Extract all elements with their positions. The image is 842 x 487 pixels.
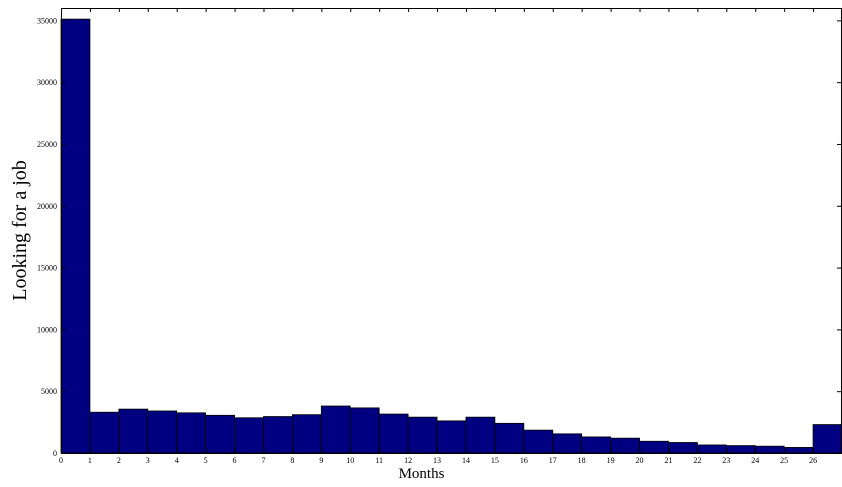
x-tick-label-0: 0 bbox=[59, 456, 63, 465]
y-tick-label-4: 20000 bbox=[37, 202, 57, 211]
y-tick-label-3: 15000 bbox=[37, 264, 57, 273]
x-tick-label-23: 23 bbox=[722, 456, 730, 465]
x-tick-label-3: 3 bbox=[146, 456, 150, 465]
bar-4 bbox=[176, 412, 207, 454]
x-tick-label-18: 18 bbox=[578, 456, 586, 465]
x-tick-label-24: 24 bbox=[751, 456, 759, 465]
x-tick-label-6: 6 bbox=[233, 456, 237, 465]
ticks-group bbox=[61, 8, 842, 454]
x-axis-label: Months bbox=[399, 466, 445, 482]
bar-6 bbox=[234, 417, 264, 454]
bar-1 bbox=[89, 411, 120, 454]
y-tick-labels: 0 5000 10000 15000 20000 25000 30000 35000 bbox=[37, 16, 57, 458]
x-tick-label-7: 7 bbox=[261, 456, 265, 465]
x-tick-label-11: 11 bbox=[375, 456, 383, 465]
bar-8 bbox=[292, 414, 322, 454]
y-tick-label-2: 10000 bbox=[37, 325, 57, 334]
bar-20 bbox=[639, 440, 669, 454]
x-tick-label-16: 16 bbox=[520, 456, 528, 465]
bar-11 bbox=[378, 413, 409, 454]
x-tick-label-13: 13 bbox=[433, 456, 441, 465]
x-tick-label-25: 25 bbox=[780, 456, 788, 465]
x-tick-label-26: 26 bbox=[809, 456, 817, 465]
x-tick-label-22: 22 bbox=[693, 456, 701, 465]
x-tick-label-17: 17 bbox=[549, 456, 557, 465]
y-axis-label: Looking for a job bbox=[9, 160, 31, 301]
bar-15 bbox=[494, 422, 525, 454]
bar-16 bbox=[523, 429, 554, 454]
y-tick-label-0: 0 bbox=[53, 449, 57, 458]
x-tick-label-21: 21 bbox=[664, 456, 672, 465]
x-tick-label-19: 19 bbox=[607, 456, 615, 465]
y-tick-label-6: 30000 bbox=[37, 78, 57, 87]
bar-18 bbox=[581, 436, 611, 454]
bar-24 bbox=[754, 445, 785, 454]
x-tick-labels: 0 1 2 3 4 5 6 7 8 9 10 11 12 13 14 15 16 17 18 19 20 21 22 23 24… bbox=[59, 456, 817, 465]
x-tick-label-20: 20 bbox=[636, 456, 644, 465]
bar-0 bbox=[60, 18, 91, 454]
bar-17 bbox=[552, 433, 583, 454]
bar-12 bbox=[407, 416, 438, 454]
bar-21 bbox=[668, 442, 698, 454]
bar-13 bbox=[436, 420, 467, 454]
x-tick-label-4: 4 bbox=[175, 456, 179, 465]
y-tick-label-1: 5000 bbox=[41, 387, 57, 396]
x-tick-label-9: 9 bbox=[319, 456, 323, 465]
x-tick-label-1: 1 bbox=[88, 456, 92, 465]
bar-7 bbox=[263, 416, 293, 454]
bar-23 bbox=[725, 445, 756, 454]
x-tick-label-10: 10 bbox=[346, 456, 354, 465]
x-tick-label-14: 14 bbox=[462, 456, 470, 465]
bar-3 bbox=[147, 410, 178, 454]
y-tick-label-7: 35000 bbox=[37, 16, 57, 25]
bar-22 bbox=[696, 444, 727, 454]
x-tick-label-8: 8 bbox=[290, 456, 294, 465]
bar-9 bbox=[320, 405, 351, 454]
bar-25 bbox=[783, 447, 814, 454]
x-tick-label-5: 5 bbox=[204, 456, 208, 465]
bar-10 bbox=[349, 407, 380, 454]
x-tick-label-2: 2 bbox=[117, 456, 121, 465]
y-tick-label-5: 25000 bbox=[37, 140, 57, 149]
bar-2 bbox=[118, 408, 149, 454]
bars-group bbox=[60, 18, 842, 454]
bar-14 bbox=[465, 416, 496, 454]
bar-26 bbox=[812, 424, 842, 454]
x-tick-label-15: 15 bbox=[491, 456, 499, 465]
bar-5 bbox=[205, 414, 235, 454]
bar-19 bbox=[610, 437, 640, 454]
plot-frame bbox=[61, 8, 842, 454]
x-tick-label-12: 12 bbox=[404, 456, 412, 465]
